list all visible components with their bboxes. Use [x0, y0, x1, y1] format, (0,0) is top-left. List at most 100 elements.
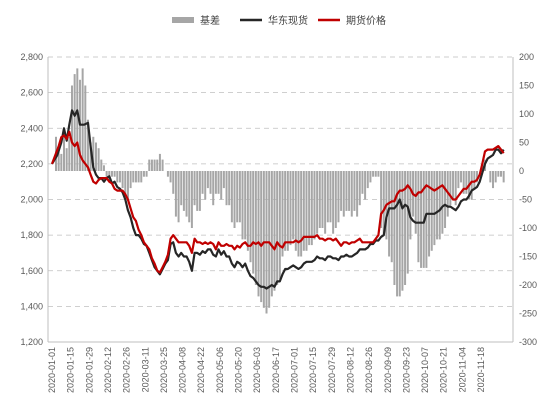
basis-bar [198, 171, 201, 211]
basis-bar [137, 171, 140, 183]
basis-bar [342, 171, 345, 217]
basis-bar [420, 171, 423, 268]
basis-bar [86, 119, 89, 171]
x-tick-label: 2020-06-03 [252, 347, 262, 393]
basis-bar [433, 171, 436, 246]
x-tick-label: 2020-11-04 [457, 347, 467, 392]
basis-bar [188, 171, 191, 223]
right-tick-label: 50 [519, 138, 529, 148]
basis-bar [489, 171, 492, 183]
basis-bar [454, 171, 457, 206]
basis-bar [228, 171, 231, 206]
basis-bar [273, 171, 276, 291]
basis-bar [449, 171, 452, 206]
basis-bar [196, 171, 199, 211]
basis-bar [332, 171, 335, 234]
basis-bar [300, 171, 303, 257]
basis-bar [201, 171, 204, 194]
basis-bar [374, 171, 377, 177]
basis-bar [278, 171, 281, 280]
basis-bar [233, 171, 236, 228]
basis-bar [145, 171, 148, 177]
basis-bar [217, 171, 220, 194]
basis-bar [316, 171, 319, 234]
basis-bar [161, 159, 164, 171]
x-tick-label: 2020-08-12 [345, 347, 355, 393]
basis-bar [140, 171, 143, 183]
basis-bar [460, 171, 463, 183]
legend-swatch-basis [172, 17, 194, 23]
left-tick-label: 2,600 [20, 88, 43, 98]
basis-bar [393, 171, 396, 285]
legend: 基差 华东现货 期货价格 [172, 14, 386, 27]
basis-bar [230, 171, 233, 223]
basis-bar [68, 136, 71, 171]
basis-bar [356, 171, 359, 217]
basis-bar [260, 171, 263, 303]
left-tick-label: 2,400 [20, 123, 43, 133]
basis-bar [97, 148, 100, 171]
x-tick-label: 2020-03-11 [140, 347, 150, 392]
basis-bar [177, 171, 180, 223]
basis-bar [340, 171, 343, 211]
basis-bar [348, 171, 351, 211]
grid [47, 56, 514, 343]
basis-bar [204, 171, 207, 200]
basis-bar [129, 171, 132, 189]
right-tick-label: 100 [519, 109, 534, 119]
basis-bar [60, 153, 63, 171]
basis-bar [398, 171, 401, 297]
left-tick-label: 1,200 [20, 337, 43, 347]
basis-bar [134, 171, 137, 183]
basis-bar [206, 171, 209, 189]
basis-bar [190, 171, 193, 228]
x-axis: 2020-01-01 2020-01-15 2020-01-29 2020-02-12… [47, 347, 486, 393]
basis-bar [153, 159, 156, 171]
basis-bar [62, 136, 65, 171]
right-tick-label: -150 [519, 252, 537, 262]
basis-bar [289, 171, 292, 246]
x-tick-label: 2020-01-15 [66, 347, 76, 393]
basis-bar [502, 171, 505, 183]
left-axis: 1,200 1,400 1,600 1,800 2,000 2,200 2,400 2,600… [20, 52, 43, 347]
right-axis: -300 -250 -200 -150 -100 -50 0 50 100 150 200 [519, 52, 537, 347]
basis-bar [124, 171, 127, 194]
basis-bar [110, 171, 113, 177]
basis-bar [113, 171, 116, 177]
basis-bar [209, 171, 212, 194]
basis-bar [500, 171, 503, 177]
basis-bar [337, 171, 340, 223]
x-tick-label: 2020-10-21 [439, 347, 449, 393]
basis-bar [358, 171, 361, 206]
basis-bar [92, 136, 95, 171]
basis-bar [321, 171, 324, 228]
basis-bar [65, 148, 68, 171]
basis-bar [100, 159, 103, 171]
basis-bar [102, 165, 105, 171]
right-tick-label: -200 [519, 280, 537, 290]
basis-bar [436, 171, 439, 240]
right-tick-label: 150 [519, 81, 534, 91]
basis-bar [270, 171, 273, 297]
basis-bar [292, 171, 295, 240]
basis-bar [241, 171, 244, 240]
x-tick-label: 2020-09-09 [383, 347, 393, 393]
basis-bar [214, 171, 217, 194]
x-tick-label: 2020-10-07 [420, 347, 430, 393]
basis-bar [281, 171, 284, 257]
basis-bar [212, 171, 215, 206]
basis-bar [166, 171, 169, 177]
basis-bar [89, 142, 92, 171]
basis-bar [452, 171, 455, 200]
basis-bar [150, 159, 153, 171]
basis-bar [148, 159, 151, 171]
basis-bar [94, 142, 97, 171]
futures-line [50, 130, 505, 274]
basis-bar [372, 171, 375, 177]
legend-label-futures: 期货价格 [346, 14, 386, 27]
basis-bar [220, 171, 223, 200]
basis-bar [262, 171, 265, 308]
basis-bar [180, 171, 183, 206]
basis-bar [121, 171, 124, 189]
basis-bars [54, 68, 505, 314]
